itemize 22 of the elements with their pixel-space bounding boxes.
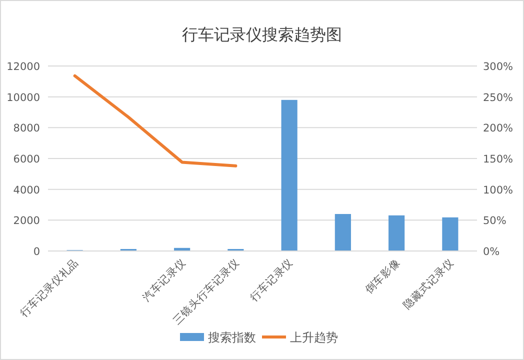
chart-title: 行车记录仪搜索趋势图 — [182, 25, 342, 44]
y2-tick-label: 200% — [483, 122, 514, 135]
y-tick-label: 4000 — [13, 184, 40, 196]
y-tick-label: 10000 — [6, 92, 40, 104]
y-tick-label: 12000 — [6, 61, 40, 73]
x-tick-label: 行车记录仪 — [247, 256, 296, 304]
x-tick-label: 汽车记录仪 — [140, 256, 188, 304]
y2-tick-label: 0% — [483, 246, 500, 258]
y-tick-label: 6000 — [13, 154, 40, 166]
y2-tick-label: 50% — [483, 215, 506, 228]
y2-tick-label: 300% — [483, 61, 514, 73]
x-tick-label: 倒车影像 — [362, 256, 403, 296]
x-tick-label: 隐藏式记录仪 — [400, 256, 456, 312]
legend-label: 上升趋势 — [290, 330, 338, 344]
y-tick-label: 8000 — [13, 122, 40, 135]
y2-tick-label: 150% — [483, 154, 514, 166]
x-tick-label: 行车记录仪礼品 — [17, 256, 81, 320]
y-tick-label: 0 — [33, 246, 40, 258]
y-tick-label: 2000 — [13, 215, 40, 228]
y2-tick-label: 250% — [483, 92, 514, 104]
legend-label: 搜索指数 — [208, 330, 256, 344]
y2-tick-label: 100% — [483, 184, 514, 196]
